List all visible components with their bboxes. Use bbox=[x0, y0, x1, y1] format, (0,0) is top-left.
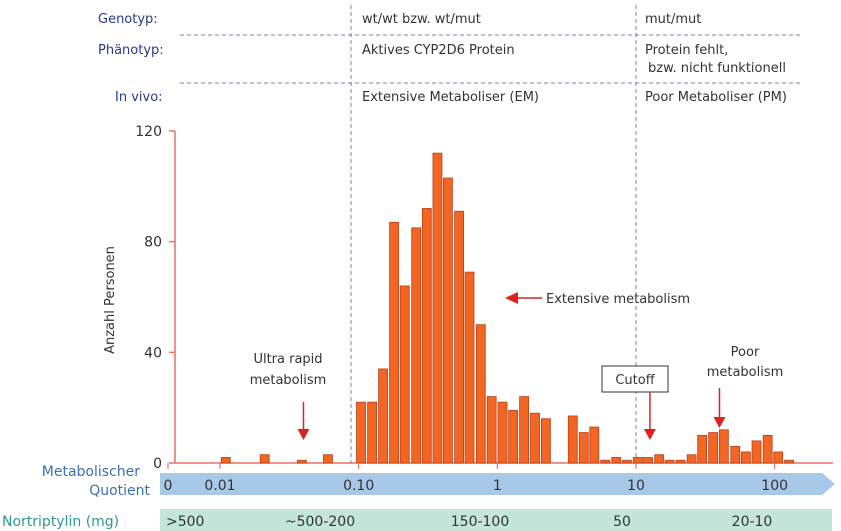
histogram-bar bbox=[486, 396, 497, 464]
cutoff-label: Cutoff bbox=[615, 373, 655, 388]
histogram-bar bbox=[632, 457, 643, 464]
x-tick-labels: 0 0.01 0.10 1 10 100 bbox=[164, 463, 788, 494]
histogram-bar bbox=[643, 457, 653, 464]
histogram-bar bbox=[220, 457, 231, 464]
histogram-bar bbox=[664, 459, 675, 464]
extensive-label: Extensive metabolism bbox=[546, 292, 690, 307]
histogram-bar bbox=[259, 454, 270, 464]
em-genotyp: wt/wt bzw. wt/mut bbox=[362, 12, 481, 27]
x-tick-label: 1 bbox=[493, 478, 502, 494]
histogram-bar bbox=[442, 177, 453, 464]
y-axis-label: Anzahl Personen bbox=[103, 246, 118, 354]
dose-label-3: 150-100 bbox=[451, 514, 510, 530]
histogram-bar bbox=[421, 208, 432, 464]
histogram-bar bbox=[600, 459, 611, 464]
cutoff-arrow bbox=[643, 392, 656, 440]
histogram-bar bbox=[751, 440, 762, 464]
histogram-bar bbox=[378, 368, 388, 464]
invivo-label: In vivo: bbox=[115, 90, 163, 105]
x-tick-label: 100 bbox=[761, 478, 788, 494]
cutoff-box bbox=[601, 365, 669, 393]
em-phaenotyp: Aktives CYP2D6 Protein bbox=[362, 43, 515, 58]
dose-label-2: ~500-200 bbox=[285, 514, 355, 530]
x-tick-label: 0.01 bbox=[204, 478, 235, 494]
histogram-bar bbox=[740, 451, 751, 464]
histogram-bars bbox=[220, 152, 794, 464]
histogram-bar bbox=[686, 454, 697, 464]
y-tick-label: 40 bbox=[144, 345, 162, 361]
histogram-bar bbox=[697, 434, 708, 464]
histogram-bar bbox=[297, 459, 307, 464]
arrow-head bbox=[297, 429, 310, 440]
pm-phaenotyp-line1: Protein fehlt, bbox=[645, 43, 728, 58]
x-tick-label: 0.10 bbox=[343, 478, 374, 494]
histogram-bar bbox=[718, 429, 729, 464]
pm-genotyp: mut/mut bbox=[645, 12, 701, 27]
histogram-bar bbox=[323, 454, 333, 464]
y-tick-label: 120 bbox=[135, 124, 162, 140]
histogram-bar bbox=[454, 210, 464, 464]
histogram-bar bbox=[367, 401, 378, 464]
histogram-bar bbox=[730, 445, 741, 464]
dose-band bbox=[160, 509, 832, 531]
histogram-bar bbox=[389, 221, 399, 464]
y-tick-label: 0 bbox=[153, 456, 162, 472]
dose-label-4: 50 bbox=[613, 514, 631, 530]
histogram-bar bbox=[675, 459, 686, 464]
histogram-bar bbox=[589, 426, 600, 464]
histogram-bar bbox=[541, 418, 551, 464]
histogram-bar bbox=[497, 401, 508, 464]
histogram-bar bbox=[475, 324, 486, 464]
arrow-head bbox=[713, 417, 726, 428]
quotient-label-line1: Metabolischer bbox=[42, 464, 140, 480]
nortriptylin-label: Nortriptylin (mg) bbox=[2, 514, 119, 530]
histogram-bar bbox=[399, 285, 410, 464]
genotyp-label: Genotyp: bbox=[98, 12, 158, 27]
x-tick-label: 0 bbox=[164, 478, 173, 494]
histogram-bar bbox=[708, 432, 719, 464]
y-tick-label: 80 bbox=[144, 235, 162, 251]
histogram-bar bbox=[508, 410, 519, 464]
histogram-bar bbox=[611, 457, 622, 464]
em-invivo: Extensive Metaboliser (EM) bbox=[362, 90, 539, 105]
ultra-rapid-label-line2: metabolism bbox=[250, 373, 327, 388]
histogram-bar bbox=[411, 227, 422, 464]
poor-label-line2: metabolism bbox=[707, 365, 784, 380]
y-ticks: 0 40 80 120 bbox=[135, 124, 175, 472]
histogram-bar bbox=[519, 396, 530, 464]
histogram-bar bbox=[567, 415, 578, 464]
histogram-bar bbox=[622, 459, 632, 464]
phaenotyp-label: Phänotyp: bbox=[98, 43, 164, 58]
histogram-bar bbox=[578, 432, 589, 464]
histogram-bar bbox=[762, 434, 773, 464]
pm-invivo: Poor Metaboliser (PM) bbox=[645, 90, 787, 105]
x-tick-label: 10 bbox=[627, 478, 645, 494]
histogram-bar bbox=[356, 401, 366, 464]
ultra-rapid-label-line1: Ultra rapid bbox=[253, 352, 322, 367]
ultra-rapid-arrow bbox=[297, 402, 310, 440]
dose-label-1: >500 bbox=[166, 514, 204, 530]
histogram-bar bbox=[773, 451, 784, 464]
pm-phaenotyp-line2: bzw. nicht funktionell bbox=[648, 61, 786, 76]
poor-arrow bbox=[713, 388, 726, 428]
histogram-bar bbox=[432, 152, 443, 464]
histogram-bar bbox=[784, 459, 794, 464]
histogram-bar bbox=[654, 454, 665, 464]
quotient-label-line2: Quotient bbox=[89, 483, 150, 499]
extensive-arrow bbox=[505, 292, 542, 304]
histogram-bar bbox=[530, 412, 540, 464]
quotient-band bbox=[160, 473, 835, 495]
histogram-bar bbox=[464, 271, 475, 464]
arrow-head bbox=[643, 429, 656, 440]
poor-label-line1: Poor bbox=[731, 345, 760, 360]
dose-label-5: 20-10 bbox=[732, 514, 773, 530]
